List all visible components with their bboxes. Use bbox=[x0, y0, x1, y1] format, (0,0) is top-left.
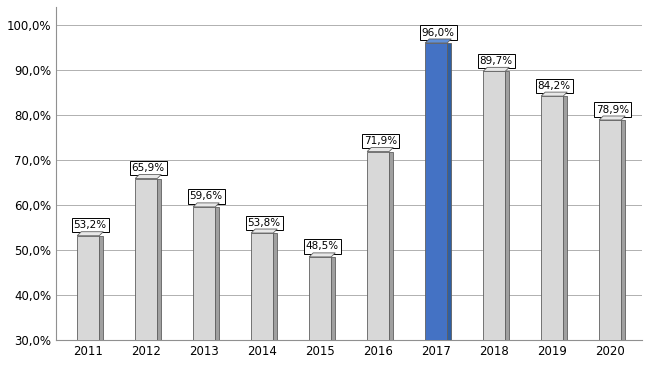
Bar bbox=[251, 233, 273, 340]
Bar bbox=[447, 43, 451, 340]
Polygon shape bbox=[251, 229, 277, 233]
Polygon shape bbox=[367, 147, 393, 151]
Text: 53,2%: 53,2% bbox=[74, 220, 107, 230]
Bar bbox=[157, 178, 162, 340]
Text: 96,0%: 96,0% bbox=[422, 28, 455, 38]
Bar bbox=[215, 207, 219, 340]
Text: 71,9%: 71,9% bbox=[363, 136, 397, 146]
Bar bbox=[331, 257, 336, 340]
Bar bbox=[389, 151, 393, 340]
Bar bbox=[541, 96, 563, 340]
Bar bbox=[99, 236, 103, 340]
Polygon shape bbox=[77, 232, 103, 236]
Bar bbox=[77, 236, 99, 340]
Bar bbox=[367, 151, 389, 340]
Text: 78,9%: 78,9% bbox=[596, 105, 629, 115]
Text: 53,8%: 53,8% bbox=[248, 218, 281, 228]
Polygon shape bbox=[309, 253, 336, 257]
Polygon shape bbox=[599, 116, 625, 120]
Polygon shape bbox=[425, 39, 451, 43]
Bar bbox=[621, 120, 625, 340]
Polygon shape bbox=[193, 203, 219, 207]
Polygon shape bbox=[483, 68, 509, 71]
Text: 59,6%: 59,6% bbox=[190, 192, 223, 201]
Text: 65,9%: 65,9% bbox=[132, 163, 165, 173]
Text: 48,5%: 48,5% bbox=[306, 242, 339, 251]
Bar bbox=[599, 120, 621, 340]
Bar bbox=[273, 233, 277, 340]
Bar bbox=[193, 207, 215, 340]
Bar bbox=[309, 257, 331, 340]
Bar bbox=[505, 71, 509, 340]
Bar bbox=[483, 71, 505, 340]
Polygon shape bbox=[541, 92, 567, 96]
Bar bbox=[135, 178, 157, 340]
Bar bbox=[563, 96, 567, 340]
Bar bbox=[425, 43, 447, 340]
Text: 89,7%: 89,7% bbox=[480, 56, 513, 66]
Text: 84,2%: 84,2% bbox=[537, 81, 570, 91]
Polygon shape bbox=[135, 174, 162, 178]
